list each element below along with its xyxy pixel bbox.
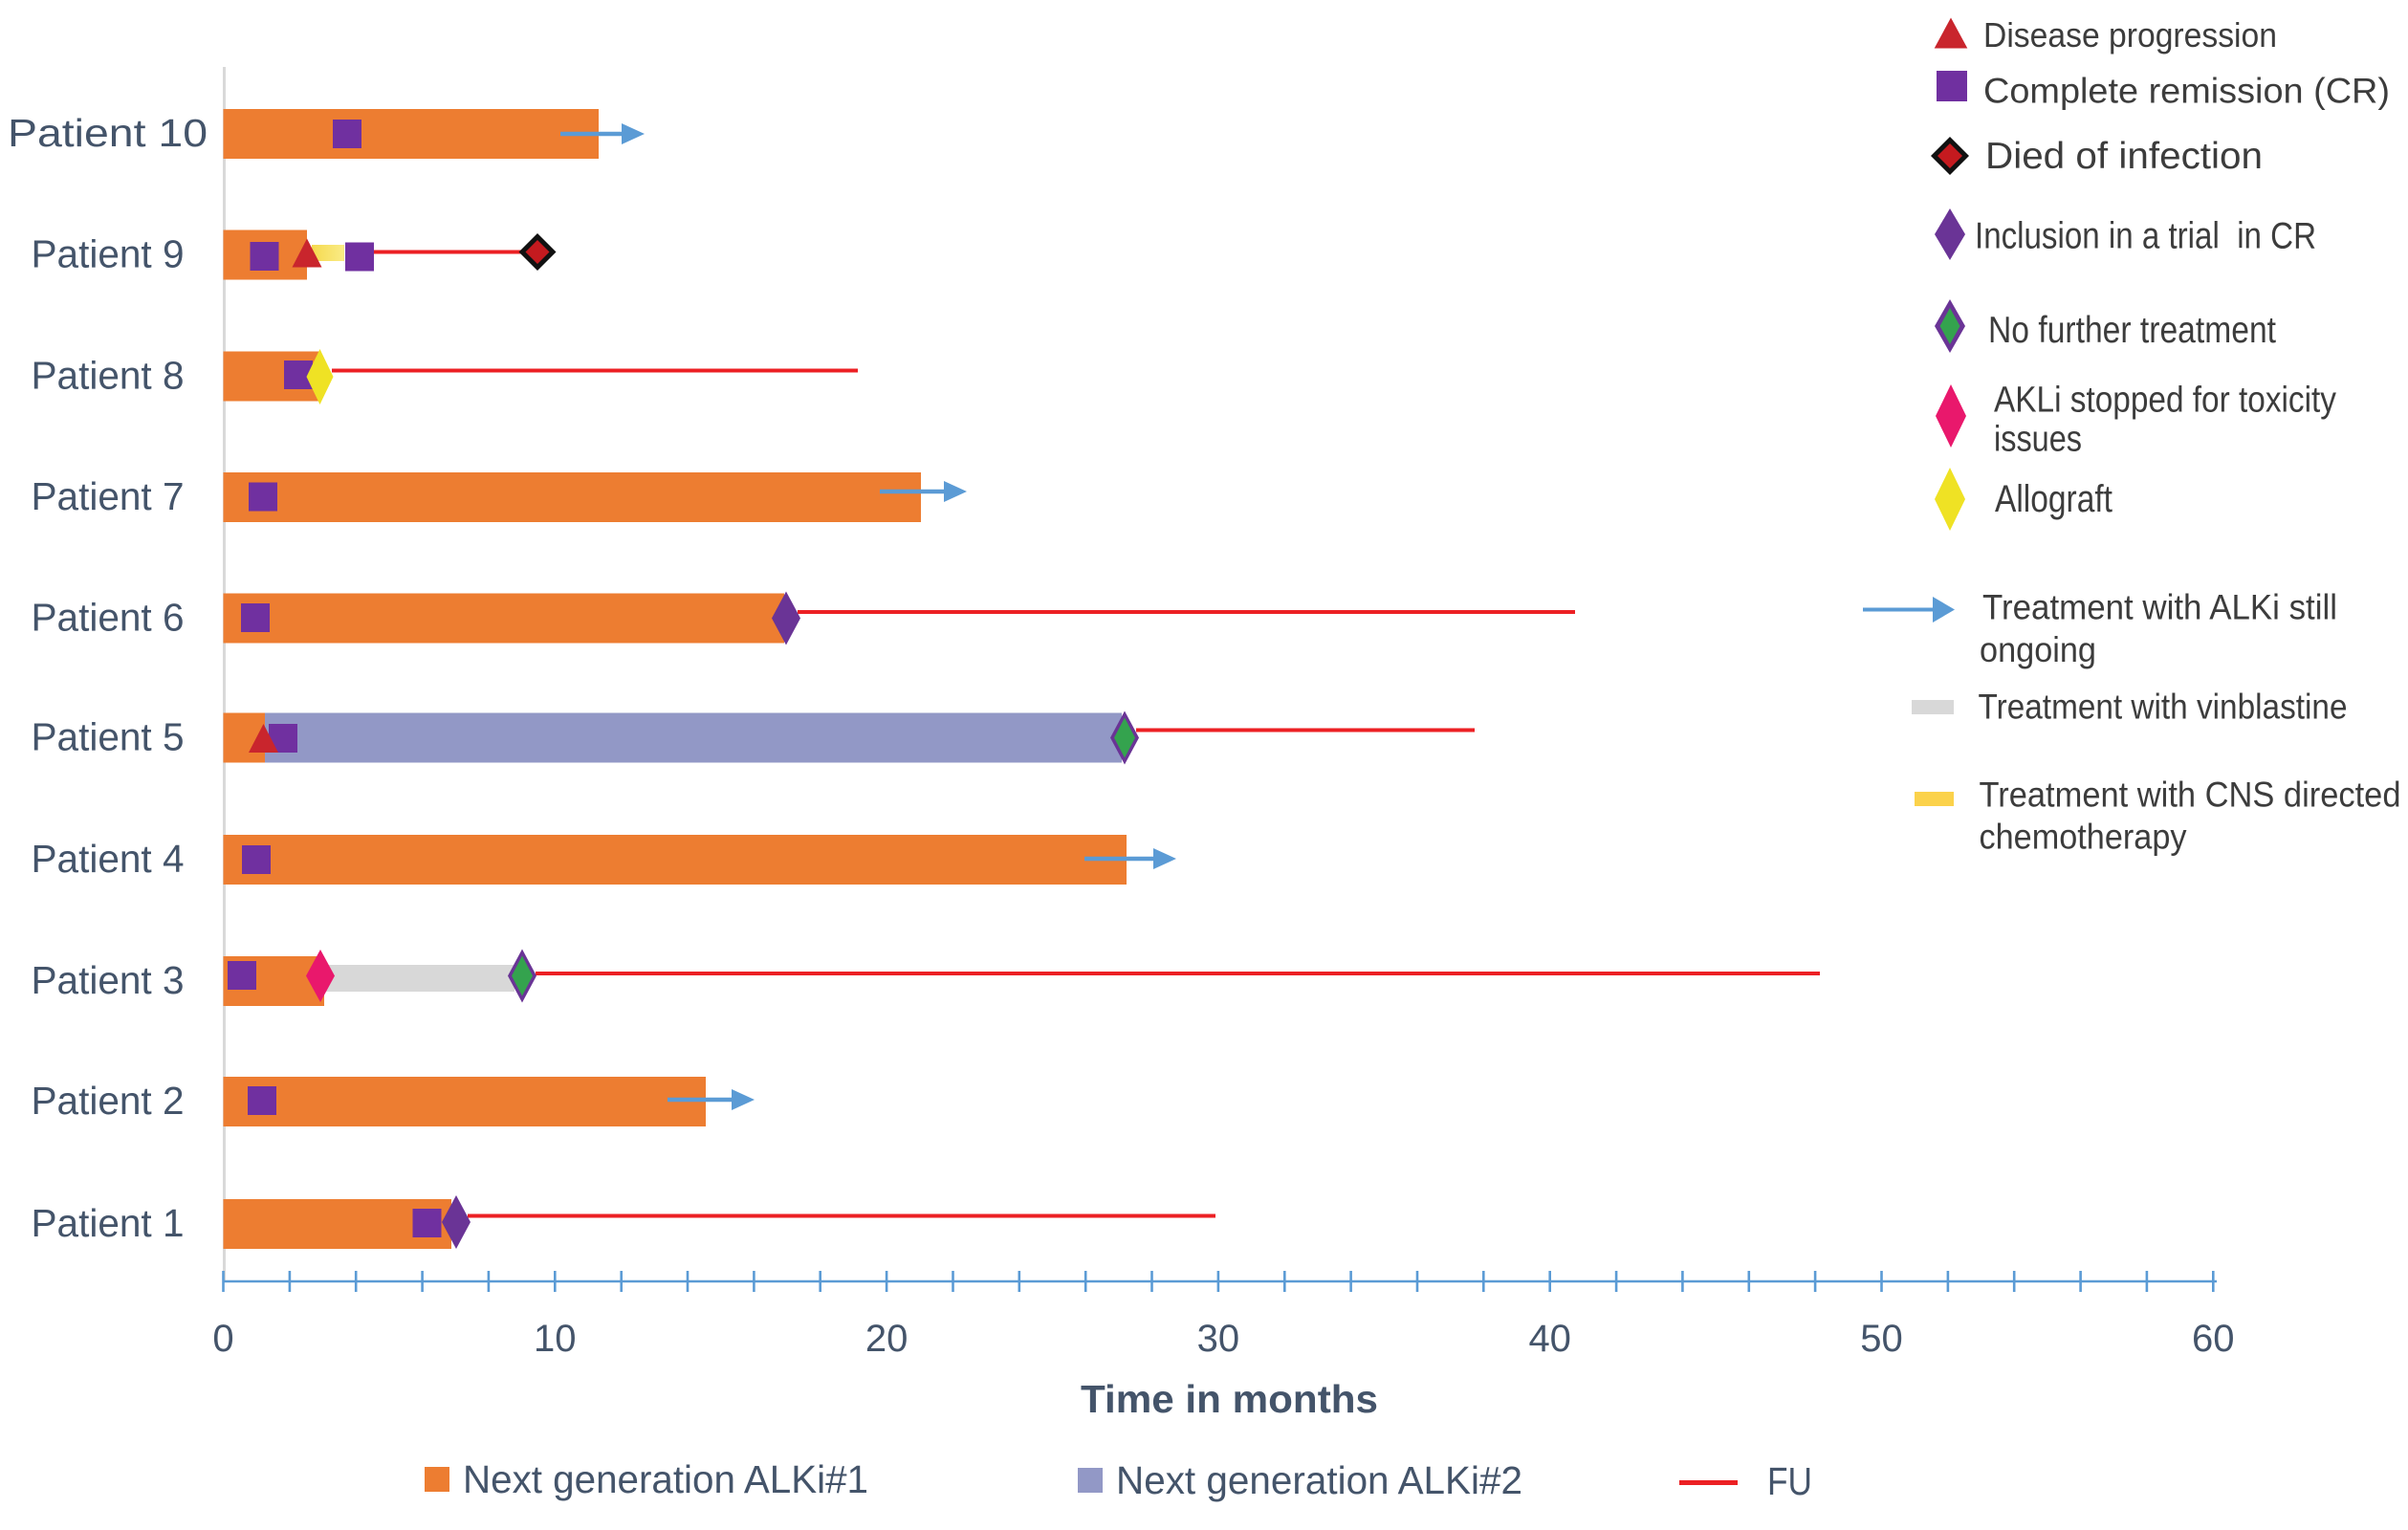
svg-text:Treatment with CNS directed: Treatment with CNS directed	[1980, 776, 2401, 815]
svg-text:Time in months: Time in months	[1081, 1377, 1378, 1421]
svg-text:ongoing: ongoing	[1980, 630, 2096, 669]
svg-text:Treatment with ALKi still: Treatment with ALKi still	[1982, 588, 2337, 627]
svg-text:Next generation ALKi#1: Next generation ALKi#1	[463, 1457, 868, 1501]
svg-text:60: 60	[2192, 1318, 2235, 1360]
svg-text:Disease progression: Disease progression	[1983, 15, 2277, 55]
svg-text:Treatment with vinblastine: Treatment with vinblastine	[1979, 688, 2348, 727]
svg-text:20: 20	[865, 1318, 908, 1360]
svg-text:AKLi stopped for toxicity: AKLi stopped for toxicity	[1994, 381, 2336, 421]
svg-text:10: 10	[534, 1318, 577, 1360]
svg-text:issues: issues	[1994, 420, 2082, 460]
svg-text:30: 30	[1197, 1318, 1240, 1360]
svg-text:Patient 6: Patient 6	[32, 596, 185, 640]
svg-text:Patient 10: Patient 10	[8, 111, 208, 155]
svg-text:Patient 1: Patient 1	[32, 1201, 185, 1245]
svg-text:Patient 8: Patient 8	[32, 354, 185, 398]
svg-text:Next generation ALKi#2: Next generation ALKi#2	[1116, 1458, 1522, 1502]
svg-text:Died of infection: Died of infection	[1985, 136, 2263, 177]
svg-text:Patient 5: Patient 5	[32, 715, 185, 759]
svg-text:Allograft: Allograft	[1995, 478, 2112, 520]
svg-text:FU: FU	[1767, 1459, 1812, 1503]
svg-text:50: 50	[1860, 1318, 1903, 1360]
svg-text:Patient 4: Patient 4	[32, 837, 185, 881]
svg-text:chemotherapy: chemotherapy	[1980, 818, 2187, 857]
svg-text:Inclusion in a trial in CR: Inclusion in a trial in CR	[1975, 216, 2316, 257]
svg-text:Patient 9: Patient 9	[32, 232, 185, 276]
svg-text:40: 40	[1528, 1318, 1571, 1360]
svg-text:No further treatment: No further treatment	[1988, 310, 2276, 351]
svg-text:Patient 3: Patient 3	[32, 958, 185, 1002]
svg-text:Patient 7: Patient 7	[32, 474, 185, 518]
svg-text:Patient 2: Patient 2	[32, 1079, 185, 1123]
svg-text:Complete remission (CR): Complete remission (CR)	[1983, 72, 2390, 111]
svg-text:0: 0	[212, 1318, 233, 1360]
